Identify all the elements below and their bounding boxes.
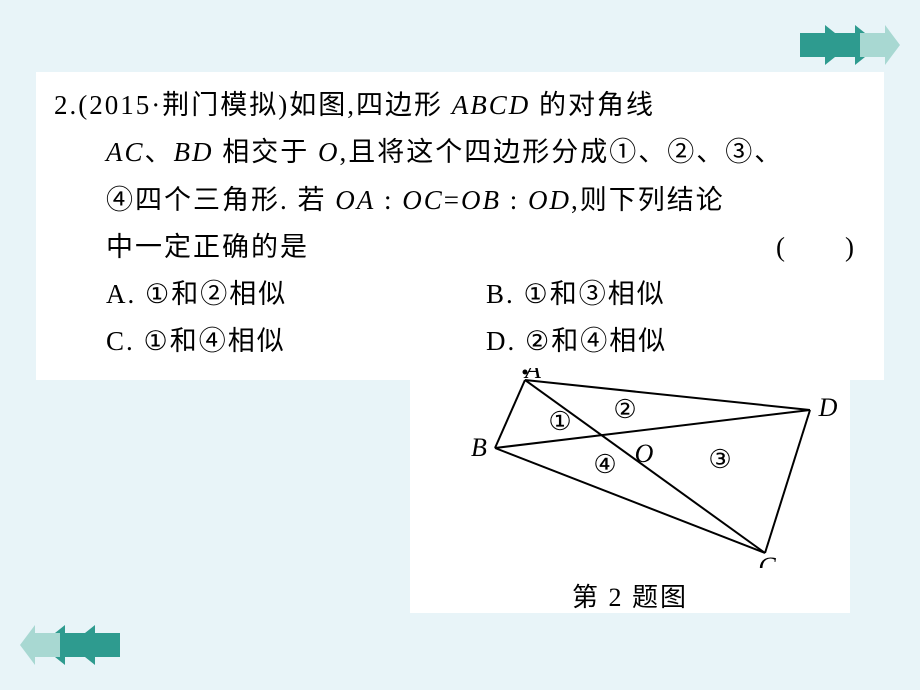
t2c: ,且将这个四边形分成①、②、③、 xyxy=(340,137,784,167)
var-o: O xyxy=(318,137,340,167)
optB-text: ①和③相似 xyxy=(524,279,666,309)
t3c: = xyxy=(444,185,461,215)
decor-arrows-top xyxy=(800,25,900,70)
var-abcd: ABCD xyxy=(452,90,531,120)
figure-caption: 第 2 题图 xyxy=(410,577,850,614)
svg-text:O: O xyxy=(635,439,654,468)
optB-label: B. xyxy=(486,279,524,309)
optA-text: ①和②相似 xyxy=(145,279,287,309)
svg-text:④: ④ xyxy=(593,450,616,479)
optC-label: C. xyxy=(106,326,144,356)
t1a: 如图,四边形 xyxy=(289,90,452,120)
svg-text:①: ① xyxy=(548,407,571,436)
t3d: : xyxy=(501,185,528,215)
t4: 中一定正确的是 xyxy=(106,224,309,271)
decor-arrows-bottom xyxy=(20,625,120,670)
svg-text:D: D xyxy=(818,393,838,422)
t3b: : xyxy=(375,185,402,215)
optA-label: A. xyxy=(106,279,145,309)
optD-text: ②和④相似 xyxy=(525,326,667,356)
svg-text:B: B xyxy=(471,433,487,462)
t2a: 、 xyxy=(145,137,174,167)
var-ob: OB xyxy=(461,185,501,215)
problem-number: 2. xyxy=(54,90,78,120)
t3e: ,则下列结论 xyxy=(571,185,725,215)
t3a: ④四个三角形. 若 xyxy=(106,185,335,215)
var-oa: OA xyxy=(335,185,375,215)
optC-text: ①和④相似 xyxy=(144,326,286,356)
t1b: 的对角线 xyxy=(530,90,655,120)
problem-block: 2.(2015·荆门模拟)如图,四边形 ABCD 的对角线 AC、BD 相交于 … xyxy=(36,72,884,380)
answer-paren: ( ) xyxy=(776,224,856,271)
var-od: OD xyxy=(528,185,571,215)
t2b: 相交于 xyxy=(214,137,319,167)
problem-text: 2.(2015·荆门模拟)如图,四边形 ABCD 的对角线 AC、BD 相交于 … xyxy=(54,82,866,366)
figure-block: ABCDO①②③④ 第 2 题图 xyxy=(410,368,850,613)
svg-text:C: C xyxy=(758,552,776,568)
svg-text:②: ② xyxy=(613,395,636,424)
optD-label: D. xyxy=(486,326,525,356)
var-bd: BD xyxy=(174,137,214,167)
var-ac: AC xyxy=(106,137,145,167)
var-oc: OC xyxy=(402,185,444,215)
geometry-diagram: ABCDO①②③④ xyxy=(410,368,850,568)
problem-source: (2015·荆门模拟) xyxy=(78,90,289,120)
svg-text:③: ③ xyxy=(708,445,731,474)
